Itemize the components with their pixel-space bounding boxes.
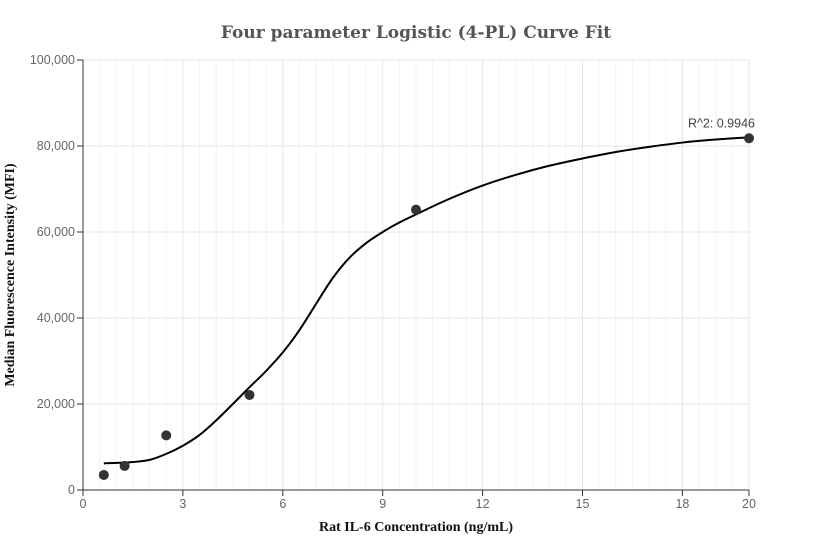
x-axis-title: Rat IL-6 Concentration (ng/mL) [319, 520, 513, 535]
y-tick-label: 40,000 [37, 311, 75, 325]
data-point [161, 430, 172, 441]
y-tick-label: 100,000 [30, 53, 75, 67]
x-tick-label: 12 [476, 497, 490, 511]
data-point [98, 469, 109, 480]
y-tick-label: 0 [68, 483, 75, 497]
data-point [411, 204, 421, 215]
r-squared-annotation: R^2: 0.9946 [688, 116, 755, 130]
x-tick-label: 3 [179, 497, 186, 511]
data-points [98, 133, 754, 480]
y-tick-label: 60,000 [37, 225, 75, 239]
x-tick-label: 6 [279, 497, 286, 511]
x-tick-label: 9 [379, 497, 386, 511]
fit-curve [103, 136, 750, 465]
data-point [244, 389, 255, 400]
annotations: R^2: 0.9946 [688, 116, 755, 130]
x-tick-label: 0 [80, 497, 87, 511]
x-tick-label: 15 [576, 497, 590, 511]
y-tick-label: 20,000 [37, 397, 75, 411]
x-tick-label: 20 [742, 497, 756, 511]
y-tick-label: 80,000 [37, 139, 75, 153]
x-tick-label: 18 [675, 497, 689, 511]
fit-curve-layer [103, 136, 750, 465]
data-point [744, 133, 754, 144]
grid [83, 59, 750, 490]
data-point [119, 460, 130, 471]
y-axis-title: Median Fluorescence Intensity (MFI) [3, 163, 18, 387]
chart-title: Four parameter Logistic (4-PL) Curve Fit [221, 23, 611, 43]
axes: 0 3 6 9 12 15 18 20 0 20,000 40,000 60,000 80,000 100… [30, 53, 756, 511]
